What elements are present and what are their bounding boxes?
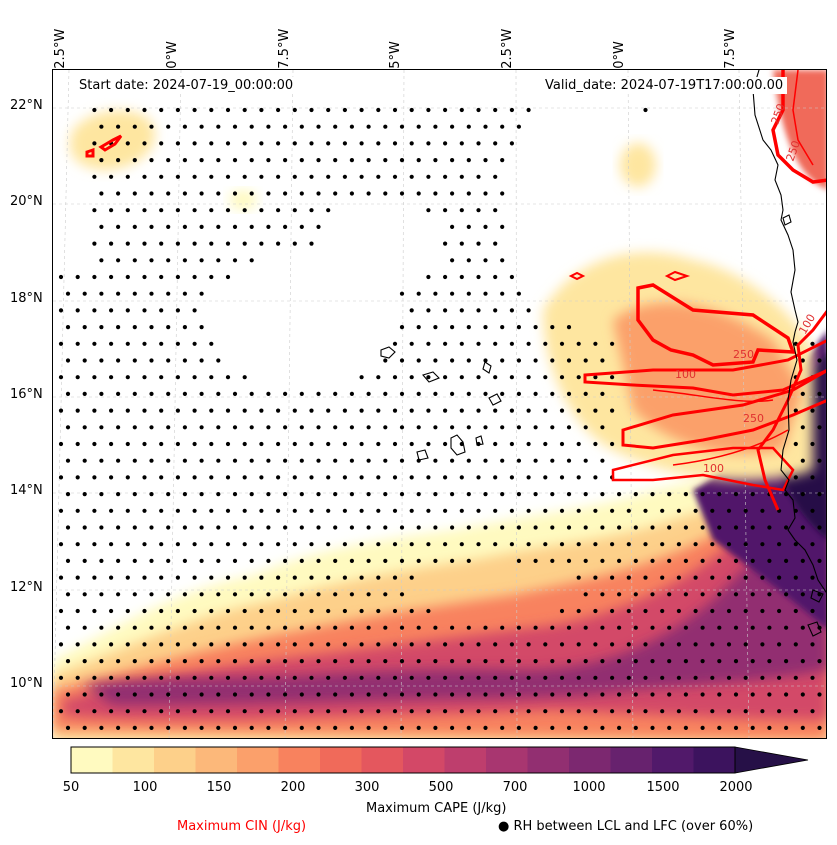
colorbar-tick-1000: 1000: [572, 780, 606, 795]
colorbar-tick-2000: 2000: [719, 780, 753, 795]
colorbar-swatch: [527, 747, 570, 773]
lat-label-20n: 20°N: [10, 194, 43, 209]
colorbar-swatch: [569, 747, 611, 773]
colorbar-tick-50: 50: [62, 780, 80, 795]
colorbar-swatch: [237, 747, 279, 773]
cin-contour-small-b: [664, 270, 691, 282]
cin-contour-ne-inner: [792, 70, 814, 166]
island-f: [416, 449, 429, 461]
colorbar-swatch: [361, 747, 404, 773]
cape-colorbar: [70, 746, 809, 774]
colorbar-swatch: [652, 747, 694, 773]
lat-label-12n: 12°N: [10, 580, 43, 595]
cape-shading: [53, 70, 826, 738]
colorbar-swatch: [444, 747, 487, 773]
start-date-label: Start date: 2024-07-19_00:00:00: [75, 77, 298, 94]
cin-label-3: 250: [743, 412, 764, 425]
lat-label-22n: 22°N: [10, 98, 43, 113]
cape-ne-corner: [773, 70, 826, 190]
cin-label-4: 100: [703, 462, 724, 475]
island-c: [482, 361, 492, 374]
colorbar-swatches: [71, 747, 736, 773]
cape-band-deep: [83, 520, 826, 705]
cin-contour-main: [636, 283, 796, 367]
cin-contour-nw-dot: [85, 147, 95, 158]
colorbar-swatch: [195, 747, 238, 773]
valid-date-label: Valid_date: 2024-07-19T17:00:00.00: [541, 77, 788, 94]
cin-contour-band1: [583, 339, 826, 397]
island-e: [450, 434, 466, 456]
colorbar-swatch: [320, 747, 362, 773]
cin-legend-label: Maximum CIN (J/kg): [177, 819, 307, 834]
island-b: [422, 371, 440, 383]
coastline: [380, 70, 826, 637]
colorbar-swatch: [693, 747, 736, 773]
colorbar-frame: [70, 746, 736, 774]
island-i: [810, 589, 824, 603]
island-h: [782, 214, 792, 226]
island-g: [475, 435, 484, 446]
rh-stipple: [58, 107, 822, 731]
colorbar-tick-1500: 1500: [646, 780, 680, 795]
colorbar-tick-200: 200: [280, 780, 306, 795]
island-d: [488, 393, 502, 406]
lat-label-10n: 10°N: [10, 676, 43, 691]
lat-label-16n: 16°N: [10, 387, 43, 402]
colorbar-tick-500: 500: [428, 780, 454, 795]
cin-contour-nw: [98, 134, 123, 152]
colorbar-swatch: [486, 747, 528, 773]
cin-contour-small-a: [568, 271, 586, 281]
island-j: [807, 621, 822, 637]
colorbar-swatch: [112, 747, 155, 773]
cin-contour-thin1: [652, 389, 774, 403]
rh-legend-label: ● RH between LCL and LFC (over 60%): [498, 819, 754, 834]
cin-contour-band3: [611, 446, 795, 492]
cin-contour-ne: [771, 70, 826, 184]
cape-plume-inner: [613, 302, 803, 454]
cin-contour-thin2: [672, 429, 789, 466]
colorbar-swatch: [610, 747, 653, 773]
lat-label-18n: 18°N: [10, 291, 43, 306]
cin-label-1: 100: [675, 368, 696, 381]
colorbar-extend-arrow: [734, 746, 809, 774]
colorbar-tick-300: 300: [354, 780, 380, 795]
map-panel: 100 250 250 100 250 100 250 Start date: …: [52, 69, 827, 739]
colorbar-swatch: [278, 747, 321, 773]
colorbar-tick-100: 100: [132, 780, 158, 795]
cin-label-2: 250: [733, 348, 754, 361]
africa-coast: [752, 70, 826, 593]
cin-label-6: 100: [796, 312, 818, 337]
island-a: [380, 346, 396, 359]
map-canvas: 100 250 250 100 250 100 250: [53, 70, 826, 738]
colorbar-swatch: [71, 747, 113, 773]
colorbar-swatch: [154, 747, 196, 773]
colorbar-swatch: [403, 747, 445, 773]
cape-patch-a: [620, 143, 656, 187]
colorbar-tick-700: 700: [502, 780, 528, 795]
cin-contour-band2: [621, 369, 826, 450]
lat-label-14n: 14°N: [10, 483, 43, 498]
colorbar-title: Maximum CAPE (J/kg): [366, 801, 507, 816]
colorbar-tick-150: 150: [206, 780, 232, 795]
